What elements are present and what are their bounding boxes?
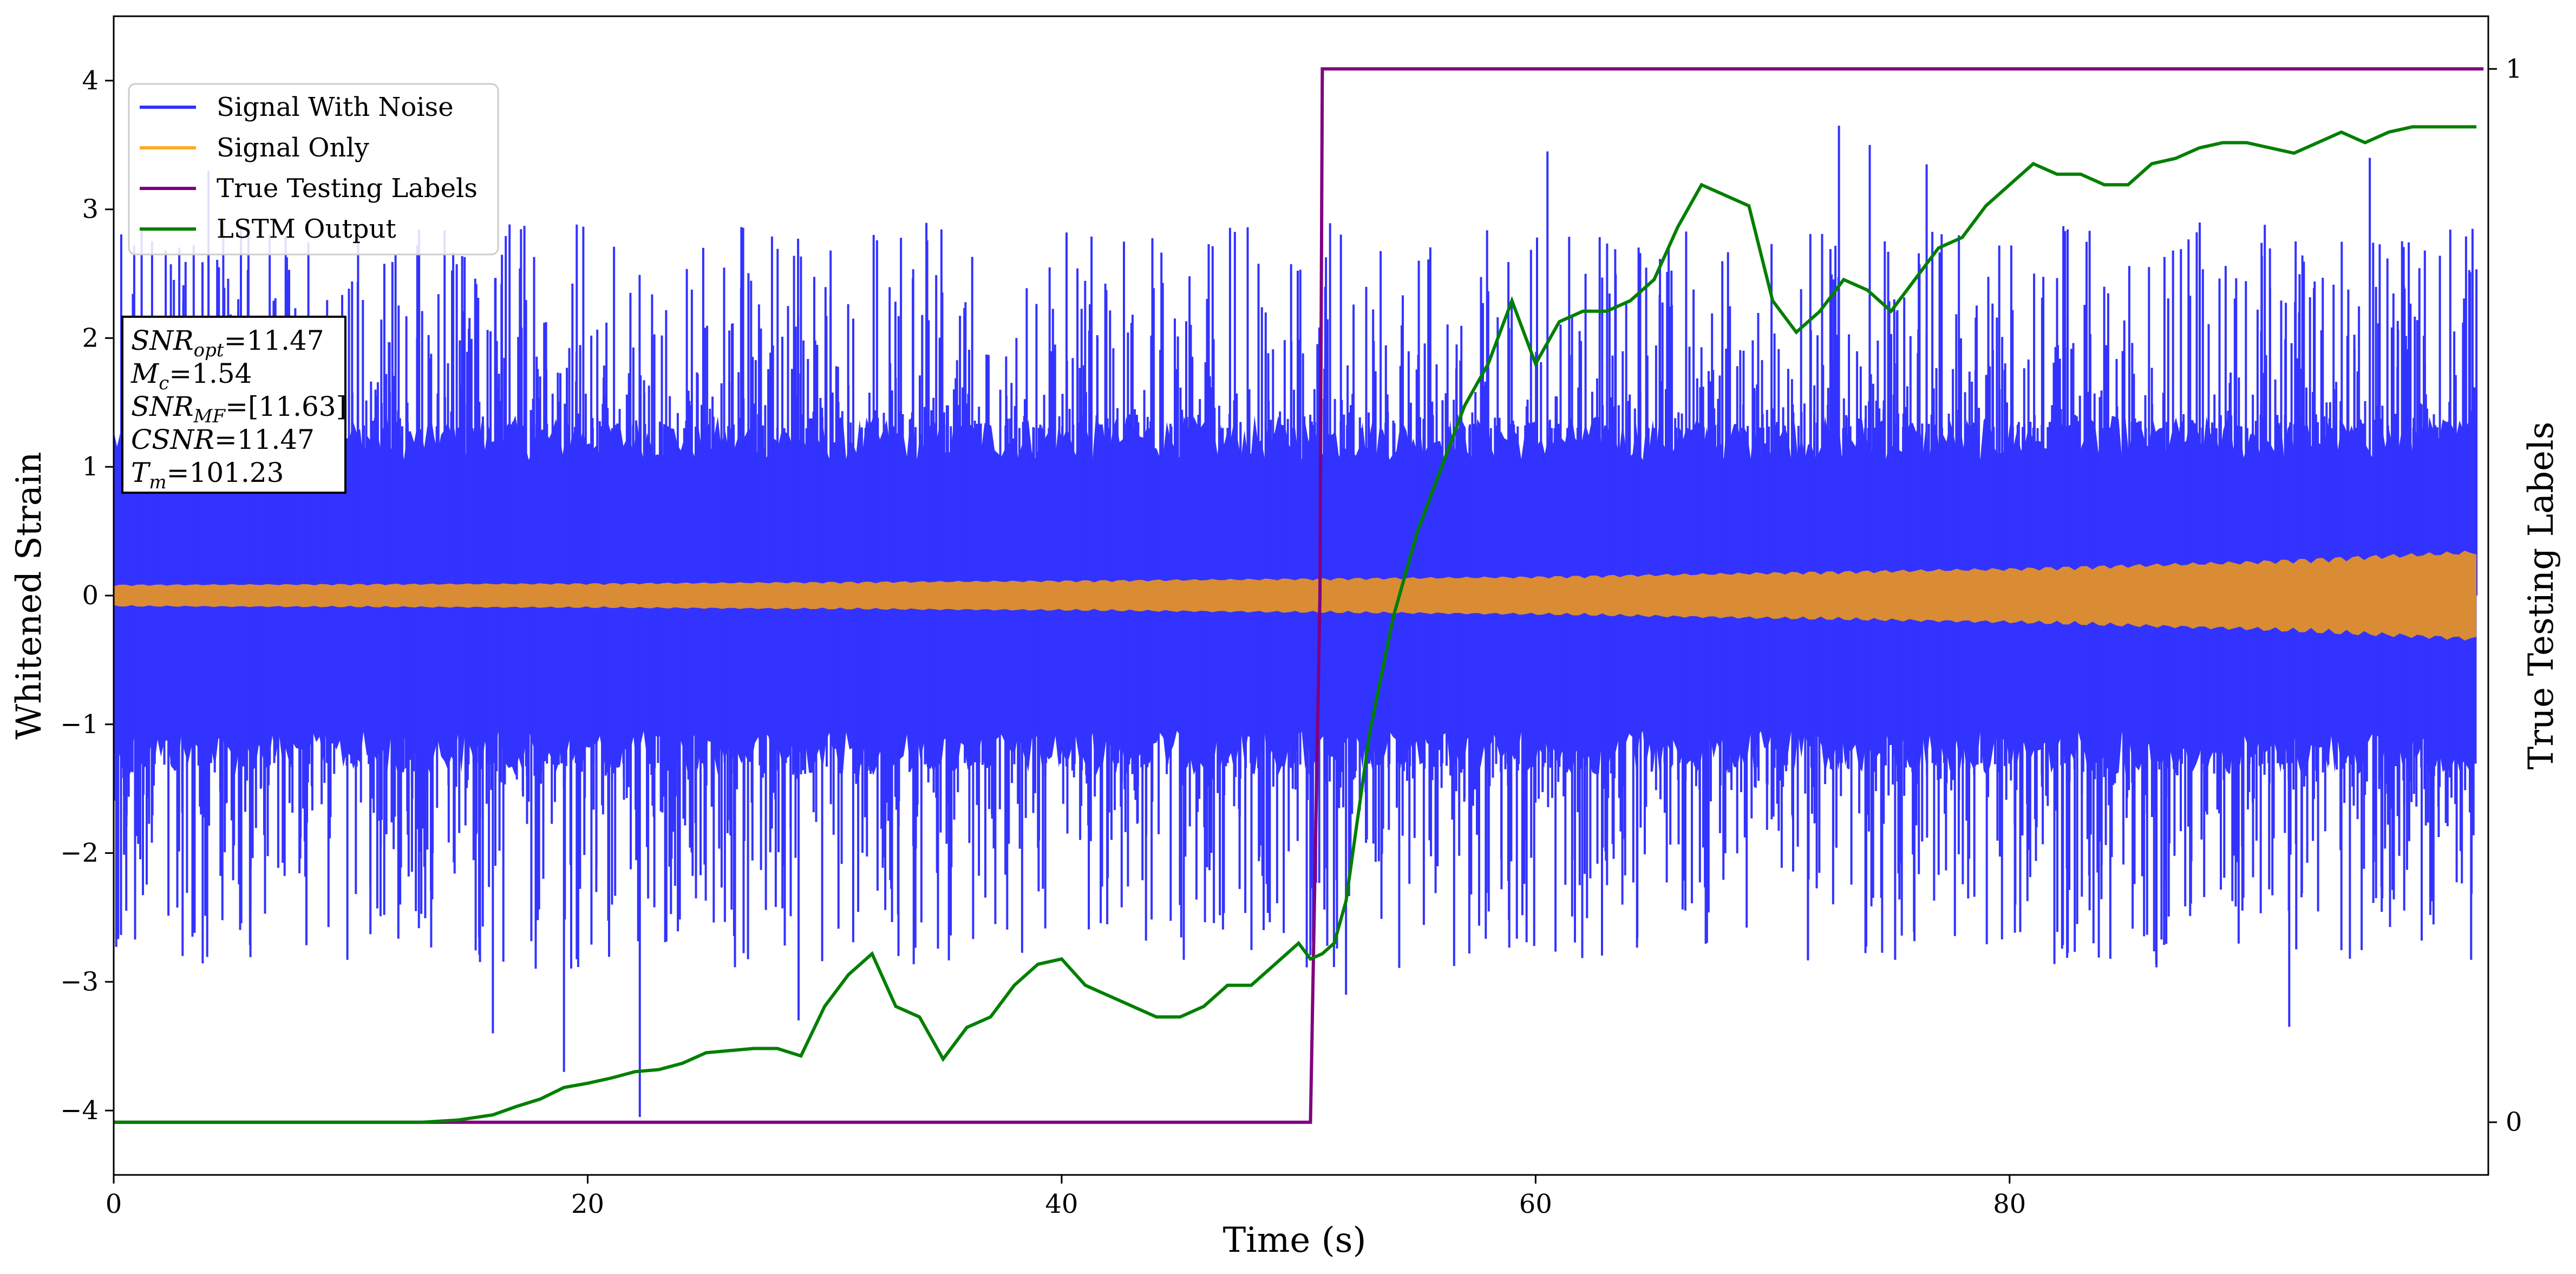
- y-tick-label: 2: [82, 323, 99, 353]
- info-snr-opt: SNRopt=11.47: [131, 325, 324, 361]
- info-box: SNRopt=11.47 Mc=1.54 SNRMF=[11.63] CSNR=…: [121, 316, 346, 494]
- x-tick-label: 20: [571, 1189, 604, 1219]
- info-box-frame: [121, 316, 346, 494]
- x-tick-label: 80: [1993, 1189, 2026, 1219]
- legend: Signal With Noise Signal Only True Testi…: [128, 83, 499, 256]
- info-chirp-mass: Mc=1.54: [130, 358, 252, 394]
- info-csnr: CSNR=11.47: [131, 424, 315, 455]
- y-tick-label: 0: [82, 580, 99, 611]
- y-tick-label: 4: [82, 66, 99, 96]
- legend-label-signal-only: Signal Only: [217, 133, 369, 163]
- y-tick-label: 1: [82, 452, 99, 482]
- info-snr-mf: SNRMF=[11.63]: [131, 391, 346, 427]
- info-merger-time: Tm=101.23: [131, 457, 284, 493]
- x-axis-title: Time (s): [1223, 1220, 1367, 1260]
- x-tick-label: 0: [106, 1189, 122, 1219]
- x-tick-label: 60: [1519, 1189, 1552, 1219]
- plot-series-layer: [114, 67, 2484, 1124]
- y-right-tick-label: 0: [2506, 1107, 2522, 1138]
- y-tick-label: −1: [60, 709, 99, 740]
- y-tick-label: −3: [60, 966, 99, 997]
- legend-frame: [128, 83, 499, 256]
- signal-only-series: [114, 551, 2477, 641]
- y-right-tick-label: 1: [2506, 54, 2522, 84]
- y-axis-right-title: True Testing Labels: [2521, 422, 2561, 770]
- signal-with-noise-spikes: [114, 126, 2478, 1117]
- y-axis-left: −4 −3 −2 −1 0 1 2 3 4: [60, 66, 114, 1126]
- y-axis-right: 01: [2488, 54, 2522, 1138]
- y-axis-title: Whitened Strain: [9, 452, 49, 739]
- legend-label-lstm-output: LSTM Output: [217, 214, 396, 244]
- legend-label-true-testing-labels: True Testing Labels: [217, 173, 478, 204]
- legend-label-signal-with-noise: Signal With Noise: [217, 92, 454, 122]
- true-testing-labels-series: [114, 67, 2484, 1124]
- y-tick-label: −4: [60, 1095, 99, 1126]
- lstm-output-series: [114, 125, 2477, 1124]
- x-tick-label: 40: [1045, 1189, 1078, 1219]
- y-tick-label: −2: [60, 838, 99, 868]
- y-tick-label: 3: [82, 194, 99, 225]
- x-axis: 0 20 40 60 80: [106, 1175, 2026, 1219]
